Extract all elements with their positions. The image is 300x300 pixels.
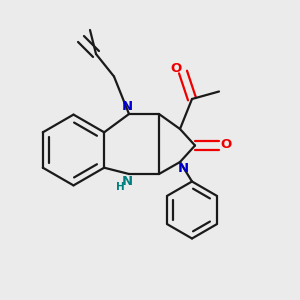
Text: N: N xyxy=(177,161,189,175)
Text: N: N xyxy=(122,175,133,188)
Text: O: O xyxy=(171,62,182,76)
Text: H: H xyxy=(116,182,124,192)
Text: N: N xyxy=(122,100,133,113)
Text: O: O xyxy=(220,138,231,151)
